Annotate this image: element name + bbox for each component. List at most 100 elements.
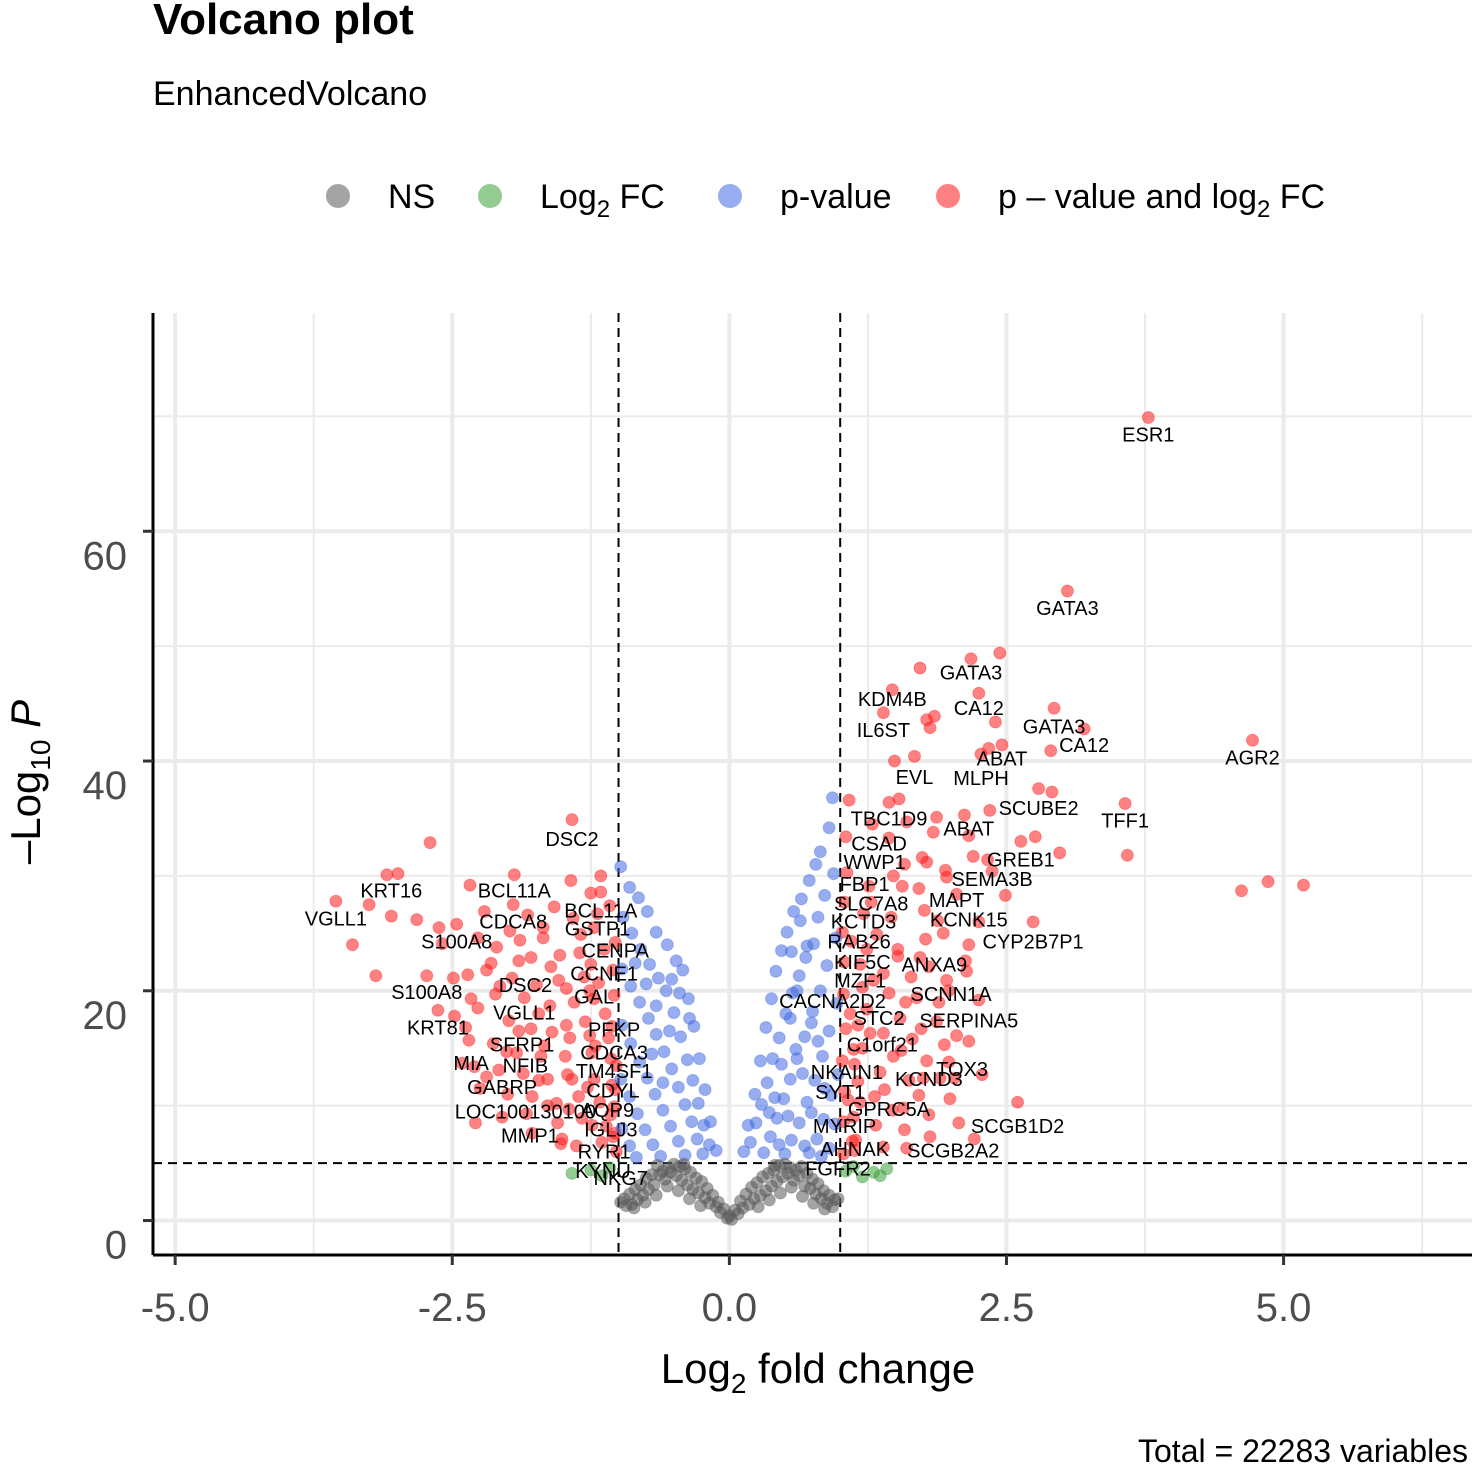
point-both (517, 991, 531, 1005)
axis-title-part: 2 (1257, 196, 1270, 223)
point-both (962, 829, 976, 843)
point-p (748, 1087, 762, 1101)
point-fc (855, 1170, 869, 1184)
point-both (860, 1002, 874, 1016)
legend-item-fc: Log2 FC (478, 178, 665, 223)
gene-label: SYT1 (815, 1082, 865, 1104)
axis-title-part: –Log (2, 771, 49, 864)
axis-title-part: NS (388, 178, 435, 216)
gene-label: KCNK15 (930, 909, 1008, 931)
point-both (534, 1049, 548, 1063)
gene-label: KRT16 (360, 881, 422, 903)
y-tick-label: 40 (83, 764, 128, 808)
gene-label: KDM4B (858, 689, 927, 711)
point-p (664, 1119, 678, 1133)
point-fc (839, 1164, 853, 1178)
point-both (501, 1087, 515, 1101)
point-p (794, 892, 808, 906)
point-p (784, 1133, 798, 1147)
gene-label: DSC2 (545, 829, 598, 851)
point-p (772, 1138, 786, 1152)
point-both (544, 960, 558, 974)
point-both (1047, 701, 1061, 715)
point-both (913, 951, 927, 964)
point-both (384, 909, 398, 923)
gene-label: STC2 (853, 1008, 904, 1030)
gene-label: MZF1 (834, 970, 886, 992)
point-p (656, 1076, 670, 1090)
point-both (962, 938, 976, 952)
point-p (763, 1130, 777, 1144)
point-p (759, 1021, 773, 1034)
point-both (845, 1134, 859, 1148)
point-both (882, 831, 896, 845)
point-both (842, 793, 856, 807)
x-axis-title: Log2 fold change (661, 1345, 976, 1399)
point-both (493, 979, 507, 993)
point-both (448, 1009, 461, 1023)
point-both (855, 980, 869, 994)
gene-label: SCUBE2 (999, 798, 1079, 820)
point-both (851, 1018, 865, 1032)
point-both (380, 868, 394, 882)
point-both (942, 1055, 956, 1069)
point-both (950, 1029, 964, 1043)
gene-label: EVL (896, 767, 934, 789)
point-p (698, 1083, 712, 1097)
point-p (808, 1073, 822, 1087)
x-tick-label: -2.5 (418, 1286, 487, 1330)
gene-label: ESR1 (1122, 425, 1174, 447)
point-p (799, 951, 813, 964)
point-p (630, 1107, 644, 1121)
point-p (629, 1150, 643, 1164)
point-p (781, 1109, 795, 1123)
point-both (967, 1132, 981, 1146)
point-both (578, 1015, 592, 1029)
point-both (851, 1075, 865, 1088)
y-tick-label: 20 (83, 994, 128, 1038)
gene-label: DSC2 (499, 975, 552, 997)
point-ns (792, 1169, 806, 1183)
gene-label: CYP2B7P1 (983, 931, 1084, 953)
point-p (800, 1095, 814, 1109)
point-p (634, 942, 648, 956)
point-both (920, 1054, 934, 1068)
point-p (659, 984, 673, 998)
point-p (678, 1098, 692, 1111)
point-p (766, 1052, 780, 1066)
point-both (564, 874, 578, 887)
gene-label: IGLJ3 (584, 1120, 637, 1142)
gene-label: KRT81 (407, 1017, 469, 1039)
point-p (817, 1112, 831, 1126)
point-p (798, 1139, 812, 1153)
point-both (516, 1067, 530, 1080)
point-both (599, 1119, 613, 1133)
point-both (878, 1083, 891, 1097)
point-both (952, 1116, 966, 1130)
point-both (910, 991, 924, 1005)
point-ns (683, 1192, 696, 1206)
point-both (844, 934, 858, 948)
point-p (632, 891, 645, 905)
point-both (541, 1099, 555, 1113)
point-p (818, 1081, 832, 1095)
caption: Total = 22283 variables (1138, 1433, 1468, 1465)
point-p (768, 1091, 782, 1105)
point-p (792, 1116, 806, 1130)
point-both (904, 970, 918, 984)
point-p (685, 1115, 699, 1129)
point-both (923, 721, 937, 735)
gene-label: TBC1D9 (851, 808, 928, 830)
point-both (843, 1007, 857, 1021)
gene-label: GATA3 (1036, 598, 1099, 620)
point-both (896, 1101, 910, 1115)
axis-title-part: P (2, 700, 49, 728)
point-both (463, 878, 477, 892)
point-both (609, 1059, 623, 1072)
point-both (865, 817, 879, 831)
point-both (598, 1007, 612, 1021)
axis-title-part: 10 (25, 740, 56, 771)
point-both (847, 1042, 860, 1056)
point-both (894, 1044, 908, 1057)
gene-label: MLPH (953, 768, 1009, 790)
